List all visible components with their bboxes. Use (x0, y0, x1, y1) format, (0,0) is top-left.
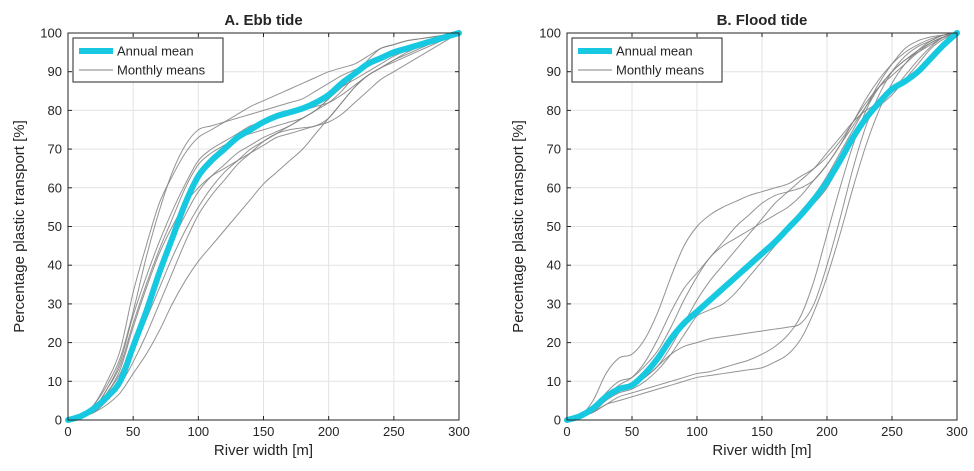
series-monthly-mean-line-5 (566, 32, 958, 421)
x-tick-label: 250 (383, 424, 405, 439)
y-tick-label: 90 (547, 64, 561, 79)
legend-box (72, 37, 224, 83)
series-monthly-mean-line-3 (67, 32, 460, 421)
y-tick-label: 50 (547, 219, 561, 234)
y-tick-label: 90 (48, 64, 62, 79)
panel-b: 0 50 100 150 200 250 300 0 10 20 30 40 50 60 70 80 90 100… (510, 12, 968, 459)
x-axis-label: River width [m] (712, 442, 811, 459)
y-tick-label: 80 (547, 103, 561, 118)
legend: Annual mean Monthly means (72, 37, 224, 83)
panel-a: 0 50 100 150 200 250 300 0 10 20 30 40 50 60 70 80 90 100… (11, 12, 470, 459)
chart-title: B. Flood tide (717, 12, 808, 29)
x-tick-label: 150 (751, 424, 773, 439)
x-tick-label: 200 (816, 424, 838, 439)
y-tick-label: 80 (48, 103, 62, 118)
x-tick-label: 0 (64, 424, 71, 439)
y-tick-label: 100 (40, 26, 62, 41)
legend-label-annual-mean: Annual mean (616, 44, 693, 59)
y-tick-label: 100 (539, 26, 561, 41)
x-tick-label: 50 (625, 424, 639, 439)
x-tick-label: 300 (448, 424, 470, 439)
series-monthly-mean-line-8 (566, 32, 958, 421)
x-tick-label: 200 (318, 424, 340, 439)
x-tick-label: 150 (253, 424, 275, 439)
legend: Annual mean Monthly means (571, 37, 723, 83)
y-tick-label: 50 (48, 219, 62, 234)
y-tick-label: 30 (48, 296, 62, 311)
y-tick-label: 10 (547, 374, 561, 389)
y-tick-label: 30 (547, 296, 561, 311)
series-monthly-mean-line-7 (67, 32, 460, 421)
x-tick-label: 0 (563, 424, 570, 439)
x-tick-label: 300 (946, 424, 968, 439)
y-tick-label: 40 (547, 258, 561, 273)
x-tick-label: 100 (187, 424, 209, 439)
x-tick-label: 50 (126, 424, 140, 439)
y-tick-label: 60 (547, 180, 561, 195)
y-tick-label: 60 (48, 180, 62, 195)
y-tick-label: 40 (48, 258, 62, 273)
chart-title: A. Ebb tide (224, 12, 302, 29)
y-tick-label: 70 (547, 142, 561, 157)
legend-label-monthly-means: Monthly means (117, 63, 206, 78)
series-annual-mean-line (564, 30, 960, 423)
y-tick-label: 20 (48, 335, 62, 350)
y-tick-label: 70 (48, 142, 62, 157)
x-tick-label: 100 (686, 424, 708, 439)
y-axis-label: Percentage plastic transport [%] (11, 120, 28, 333)
y-tick-label: 0 (554, 413, 561, 428)
y-axis-label: Percentage plastic transport [%] (510, 120, 527, 333)
x-tick-label: 250 (881, 424, 903, 439)
x-axis-label: River width [m] (214, 442, 313, 459)
legend-box (571, 37, 723, 83)
legend-label-annual-mean: Annual mean (117, 44, 194, 59)
y-tick-label: 10 (48, 374, 62, 389)
series-annual-mean-line (65, 30, 462, 423)
legend-label-monthly-means: Monthly means (616, 63, 705, 78)
y-tick-label: 0 (55, 413, 62, 428)
y-tick-label: 20 (547, 335, 561, 350)
